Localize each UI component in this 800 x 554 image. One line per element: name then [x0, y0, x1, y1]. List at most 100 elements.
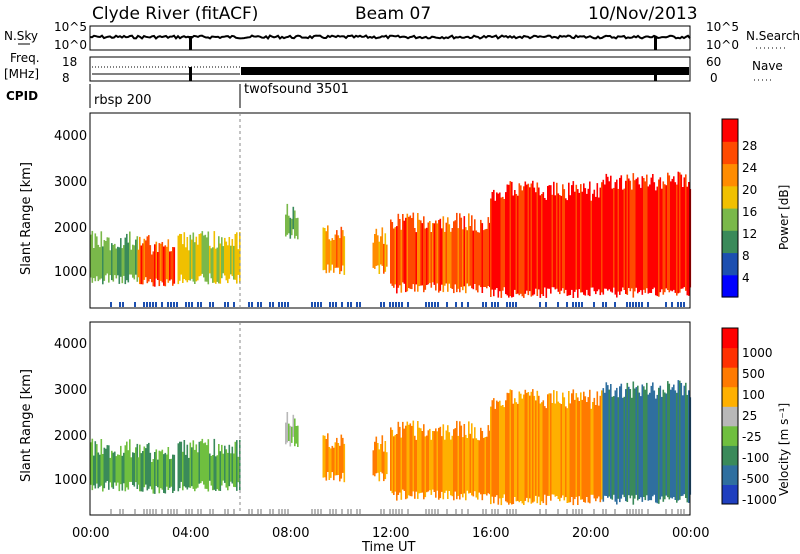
velocity-echo-6 [427, 430, 430, 492]
velocity-echo-7 [532, 389, 534, 503]
velocity-echo-7 [524, 389, 527, 501]
xtick-2000: 20:00 [572, 526, 609, 541]
power-echo-6 [406, 213, 409, 292]
power-echo-7 [590, 200, 593, 288]
power-ground-scatter [629, 302, 631, 307]
velocity-echo-8 [649, 392, 651, 501]
velocity-echo-1 [167, 447, 170, 490]
power-echo-7 [526, 184, 528, 291]
power-echo-8 [631, 189, 633, 289]
velocity-ground-scatter [134, 509, 136, 514]
power-echo-2 [234, 234, 237, 280]
power-ground-scatter [593, 302, 595, 307]
power-echo-0 [103, 240, 106, 281]
velocity-echo-8 [677, 380, 680, 501]
power-echo-4 [342, 230, 344, 266]
power-echo-6 [432, 223, 434, 283]
velocity-echo-2 [216, 455, 219, 490]
power-echo-4 [333, 240, 335, 273]
power-ground-scatter [347, 302, 349, 307]
velocity-echo-2 [198, 441, 201, 484]
power-cb-tick-24: 24 [742, 161, 757, 175]
power-ground-scatter [506, 302, 508, 307]
velocity-echo-8 [610, 384, 612, 499]
velocity-echo-7 [518, 391, 521, 503]
velocity-ground-scatter [491, 509, 493, 514]
velocity-cb-tick-neg500: -500 [742, 472, 769, 486]
velocity-echo-8 [619, 386, 621, 503]
power-ground-scatter [497, 302, 499, 307]
power-echo-6 [421, 223, 424, 286]
power-echo-1 [161, 242, 164, 283]
power-echo-8 [619, 177, 621, 295]
velocity-ground-scatter [119, 509, 121, 514]
velocity-echo-8 [620, 383, 623, 499]
power-echo-7 [586, 193, 588, 290]
power-echo-4 [336, 230, 338, 268]
power-echo-8 [685, 174, 687, 291]
power-ground-scatter [380, 302, 382, 307]
velocity-echo-6 [475, 438, 478, 498]
velocity-ground-scatter [311, 509, 313, 514]
velocity-echo-4 [333, 447, 335, 481]
power-ground-scatter [575, 302, 577, 307]
velocity-echo-6 [471, 423, 473, 496]
power-echo-1 [157, 252, 159, 280]
velocity-echo-4 [334, 442, 337, 476]
power-ground-scatter [272, 302, 274, 307]
velocity-echo-7 [517, 403, 519, 501]
velocity-ground-scatter [341, 509, 343, 514]
velocity-colorbar-swatch-4 [722, 406, 738, 427]
power-echo-7 [553, 181, 555, 288]
power-echo-3 [297, 217, 299, 240]
velocity-echo-6 [424, 436, 427, 498]
velocity-ground-scatter [632, 509, 634, 514]
xaxis-label: Time UT [361, 540, 415, 554]
velocity-echo-8 [635, 387, 638, 495]
power-echo-6 [424, 228, 427, 290]
power-echo-6 [484, 229, 487, 287]
power-colorbar [722, 119, 738, 298]
power-ground-scatter [287, 302, 289, 307]
velocity-echo-2 [218, 444, 220, 491]
power-echo-2 [198, 234, 201, 277]
velocity-echo-0 [117, 454, 119, 483]
velocity-echo-0 [112, 452, 115, 489]
power-echo-0 [90, 234, 92, 278]
power-echo-6 [414, 228, 416, 292]
velocity-ground-scatter [602, 509, 604, 514]
power-echo-6 [430, 232, 433, 288]
power-echo-8 [602, 179, 605, 295]
velocity-echo-0 [99, 454, 101, 487]
power-echo-6 [412, 212, 415, 285]
power-echo-8 [641, 176, 644, 295]
velocity-echo-5 [374, 441, 376, 477]
velocity-echo-7 [586, 402, 588, 497]
data-gap-marker-1-0 [654, 36, 657, 50]
power-cb-tick-4: 4 [742, 271, 750, 285]
velocity-echo-7 [547, 394, 549, 496]
velocity-echo-6 [400, 437, 403, 500]
velocity-ground-scatter [605, 509, 607, 514]
velocity-echo-8 [643, 386, 645, 497]
power-echo-7 [589, 181, 591, 297]
power-echo-7 [533, 187, 536, 295]
velocity-echo-1 [146, 444, 149, 491]
velocity-echo-7 [503, 407, 506, 495]
velocity-ground-scatter [200, 509, 202, 514]
power-ground-scatter [197, 302, 199, 307]
velocity-ground-scatter [212, 509, 214, 514]
power-echo-0 [124, 237, 127, 285]
power-echo-8 [679, 172, 681, 293]
velocity-echo-8 [640, 396, 642, 498]
velocity-ground-scatter [437, 509, 439, 514]
power-echo-7 [529, 187, 531, 292]
power-echo-8 [632, 173, 635, 298]
power-ground-scatter [257, 302, 259, 307]
power-ground-scatter [134, 302, 136, 307]
velocity-echo-7 [554, 403, 557, 497]
power-echo-7 [518, 183, 521, 296]
velocity-ground-scatter [398, 509, 400, 514]
velocity-echo-0 [102, 454, 104, 492]
power-echo-0 [91, 230, 94, 283]
